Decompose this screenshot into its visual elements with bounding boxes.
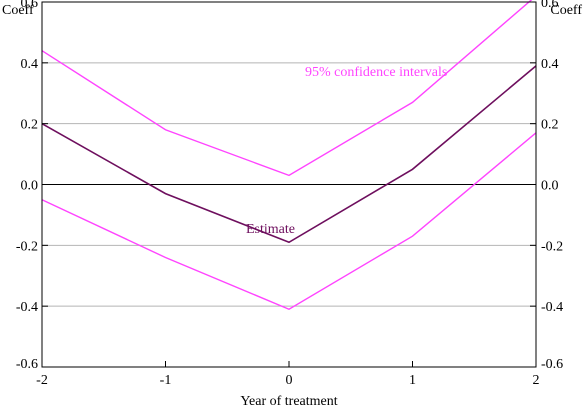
tick-labels: -0.6 -0.6 -0.4 -0.4 -0.2 -0.2 0.0 0.0 0.2 0.2 0.4 0… [16, 0, 563, 388]
y-tick-label-right: 0.6 [541, 0, 559, 11]
x-axis-label: Year of treatment [240, 394, 337, 409]
y-tick-label-left: 0.4 [21, 57, 39, 72]
x-tick-label: 2 [533, 373, 540, 388]
y-tick-label-right: -0.2 [541, 239, 563, 254]
y-tick-label-left: 0.6 [21, 0, 39, 11]
series-line-estimate [41, 65, 537, 244]
y-tick-label-left: -0.6 [16, 357, 38, 372]
y-tick-label-left: -0.4 [16, 300, 38, 315]
y-tick-label-left: -0.2 [16, 239, 38, 254]
y-tick-label-left: 0.2 [21, 118, 39, 133]
x-tick-label: -1 [160, 373, 172, 388]
y-axis-label-left: Coeff [2, 3, 34, 18]
confidence-interval-annotation: 95% confidence intervals [305, 65, 447, 80]
y-axis-label-right: Coeff [550, 3, 582, 18]
y-tick-label-right: -0.4 [541, 300, 563, 315]
gridlines [42, 62, 536, 307]
estimate-annotation: Estimate [246, 222, 295, 237]
y-tick-label-right: 0.0 [541, 179, 559, 194]
series-line-upper [41, 0, 533, 177]
series-line-lower [41, 132, 537, 310]
y-tick-label-left: 0.0 [21, 179, 39, 194]
y-tick-label-right: 0.2 [541, 118, 559, 133]
y-tick-label-right: 0.4 [541, 57, 559, 72]
ticks [41, 1, 537, 368]
series-lines [41, 0, 537, 310]
x-tick-label: 1 [409, 373, 416, 388]
x-tick-label: -2 [36, 373, 48, 388]
x-tick-label: 0 [286, 373, 293, 388]
y-tick-label-right: -0.6 [541, 357, 563, 372]
